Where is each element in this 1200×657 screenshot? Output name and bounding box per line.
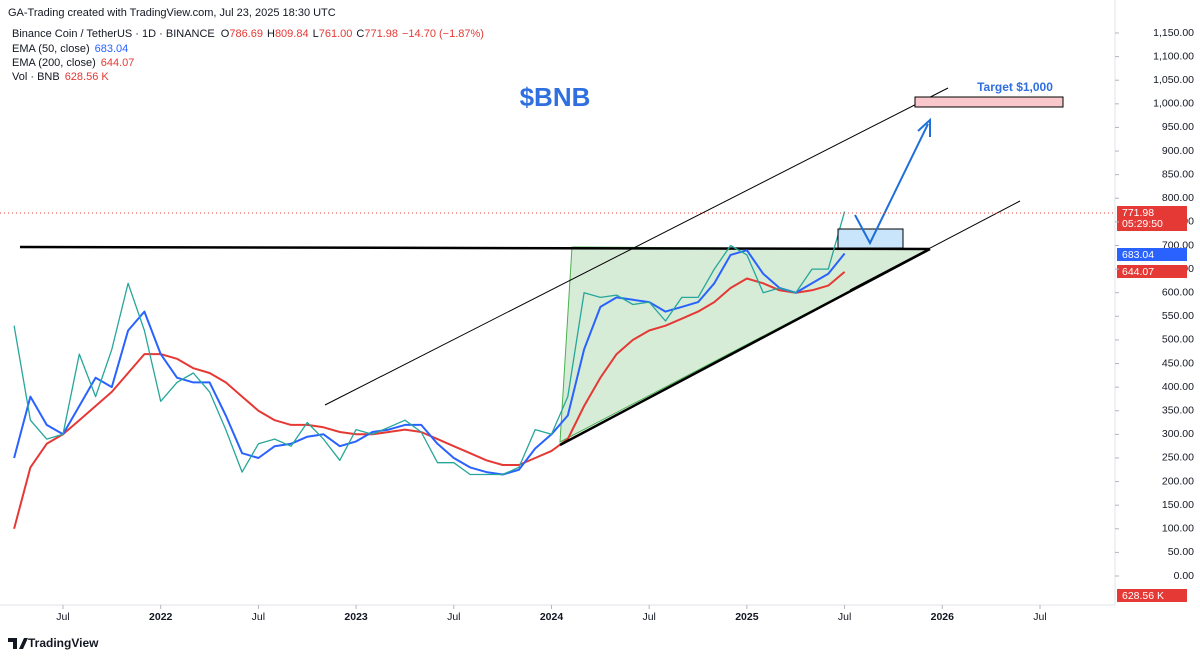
y-tick-label: 850.00 [1162, 168, 1194, 180]
y-tick-label: 200.00 [1162, 475, 1194, 487]
ema50-badge [1117, 248, 1187, 261]
x-tick-label: 2022 [149, 611, 173, 623]
legend-ema50: EMA (50, close) 683.04 [12, 43, 128, 55]
x-tick-label: 2023 [344, 611, 368, 623]
target-annotation: Target $1,000 [977, 80, 1053, 94]
symbol: Binance Coin / TetherUS · 1D · BINANCE [12, 28, 215, 40]
resistance-line [19, 245, 931, 251]
y-tick-label: 300.00 [1162, 428, 1194, 440]
volume-badge [1117, 589, 1187, 602]
price-badge-text: 771.98 [1122, 207, 1154, 219]
change: −14.70 (−1.87%) [402, 28, 484, 40]
projection-arrow [854, 123, 929, 246]
volume-badge-text: 628.56 K [1122, 590, 1164, 602]
y-tick-label: 450.00 [1162, 357, 1194, 369]
volume-value: 628.56 K [65, 71, 110, 83]
legend-symbol: Binance Coin / TetherUS · 1D · BINANCE O7… [12, 28, 484, 40]
l-value: 761.00 [319, 28, 353, 40]
x-tick-label: 2025 [735, 611, 759, 623]
ema50-label: EMA (50, close) [12, 43, 90, 55]
x-tick-label: Jul [1033, 611, 1046, 623]
y-tick-label: 1,100.00 [1153, 50, 1194, 62]
target-box [914, 96, 1064, 108]
ema200-badge-text: 644.07 [1122, 266, 1154, 278]
legend-ema200: EMA (200, close) 644.07 [12, 57, 134, 69]
h-value: 809.84 [275, 28, 309, 40]
l-key: L [313, 28, 319, 40]
c-value: 771.98 [364, 28, 398, 40]
channel-upper [324, 87, 949, 406]
retest-box [837, 228, 904, 249]
x-tick-label: Jul [56, 611, 69, 623]
y-tick-label: 550.00 [1162, 310, 1194, 322]
x-tick-label: 2024 [540, 611, 564, 623]
series-line [13, 249, 846, 476]
x-tick-label: Jul [447, 611, 460, 623]
h-key: H [267, 28, 275, 40]
ema50-value: 683.04 [95, 43, 129, 55]
countdown: 05:29:50 [1122, 218, 1163, 230]
x-tick-label: 2026 [931, 611, 955, 623]
x-tick-label: Jul [838, 611, 851, 623]
y-tick-label: 900.00 [1162, 145, 1194, 157]
channel-lower [849, 200, 1021, 291]
y-tick-label: 400.00 [1162, 381, 1194, 393]
ema50-badge-text: 683.04 [1122, 249, 1154, 261]
logo-icon [8, 638, 28, 649]
y-tick-label: 950.00 [1162, 121, 1194, 133]
y-tick-label: 600.00 [1162, 286, 1194, 298]
ema200-value: 644.07 [101, 57, 135, 69]
y-tick-label: 500.00 [1162, 334, 1194, 346]
o-key: O [221, 28, 230, 40]
arrow-head [917, 117, 931, 137]
x-tick-label: Jul [642, 611, 655, 623]
o-value: 786.69 [229, 28, 263, 40]
legend-volume: Vol · BNB 628.56 K [12, 71, 109, 83]
y-tick-label: 50.00 [1168, 546, 1194, 558]
support-line [559, 247, 931, 447]
x-tick-label: Jul [252, 611, 265, 623]
series-line [13, 211, 846, 476]
ema200-badge [1117, 265, 1187, 278]
y-tick-label: 0.00 [1174, 570, 1195, 582]
y-tick-label: 800.00 [1162, 192, 1194, 204]
ema200-label: EMA (200, close) [12, 57, 96, 69]
y-tick-label: 1,150.00 [1153, 27, 1194, 39]
c-key: C [356, 28, 364, 40]
y-tick-label: 1,050.00 [1153, 74, 1194, 86]
logo: TradingView [28, 636, 99, 650]
y-tick-label: 350.00 [1162, 405, 1194, 417]
y-tick-label: 1,000.00 [1153, 98, 1194, 110]
y-tick-label: 100.00 [1162, 523, 1194, 535]
chart-title: $BNB [520, 82, 591, 112]
y-tick-label: 250.00 [1162, 452, 1194, 464]
price-badge [1117, 206, 1187, 231]
credit: GA-Trading created with TradingView.com,… [8, 7, 336, 19]
y-tick-label: 150.00 [1162, 499, 1194, 511]
volume-label: Vol · BNB [12, 71, 60, 83]
